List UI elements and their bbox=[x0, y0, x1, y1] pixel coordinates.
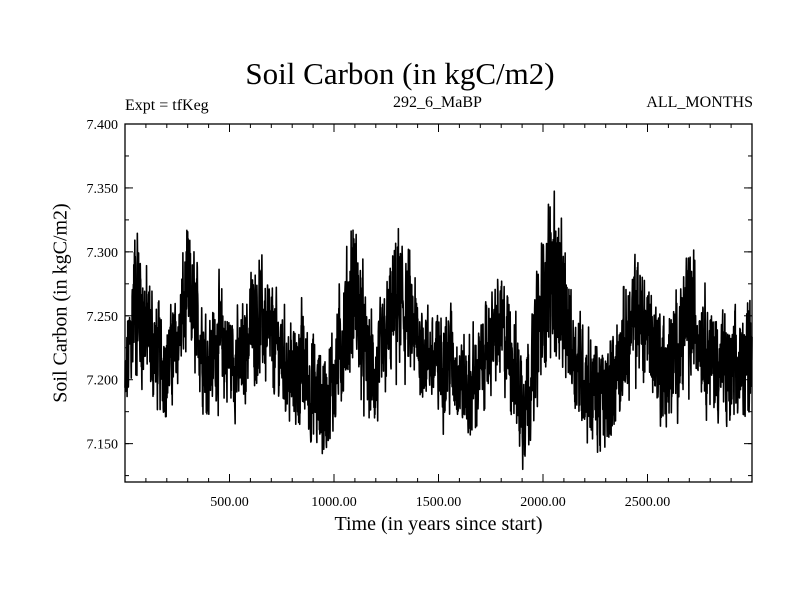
chart-title: Soil Carbon (in kgC/m2) bbox=[245, 56, 555, 91]
x-tick-label: 1000.00 bbox=[311, 495, 357, 510]
x-tick-label: 2000.00 bbox=[520, 495, 566, 510]
series-group bbox=[124, 190, 753, 471]
x-axis-label: Time (in years since start) bbox=[334, 513, 543, 535]
series-line bbox=[124, 190, 753, 471]
y-tick-label: 7.400 bbox=[87, 118, 119, 133]
experiment-label: Expt = tfKeg bbox=[125, 97, 209, 114]
y-tick-label: 7.250 bbox=[87, 310, 119, 325]
x-tick-label: 2500.00 bbox=[625, 495, 671, 510]
y-tick-label: 7.300 bbox=[87, 246, 119, 261]
y-tick-label: 7.200 bbox=[87, 374, 119, 389]
x-tick-label: 500.00 bbox=[210, 495, 249, 510]
x-tick-label: 1500.00 bbox=[416, 495, 462, 510]
months-label: ALL_MONTHS bbox=[646, 94, 753, 111]
y-tick-label: 7.350 bbox=[87, 182, 119, 197]
chart-subtitle: 292_6_MaBP bbox=[393, 94, 482, 111]
y-tick-label: 7.150 bbox=[87, 438, 119, 453]
tick-group: 7.150 7.200 7.250 7.300 7.350 7.400 500.00 1000… bbox=[87, 118, 752, 510]
plot-frame bbox=[124, 123, 753, 483]
